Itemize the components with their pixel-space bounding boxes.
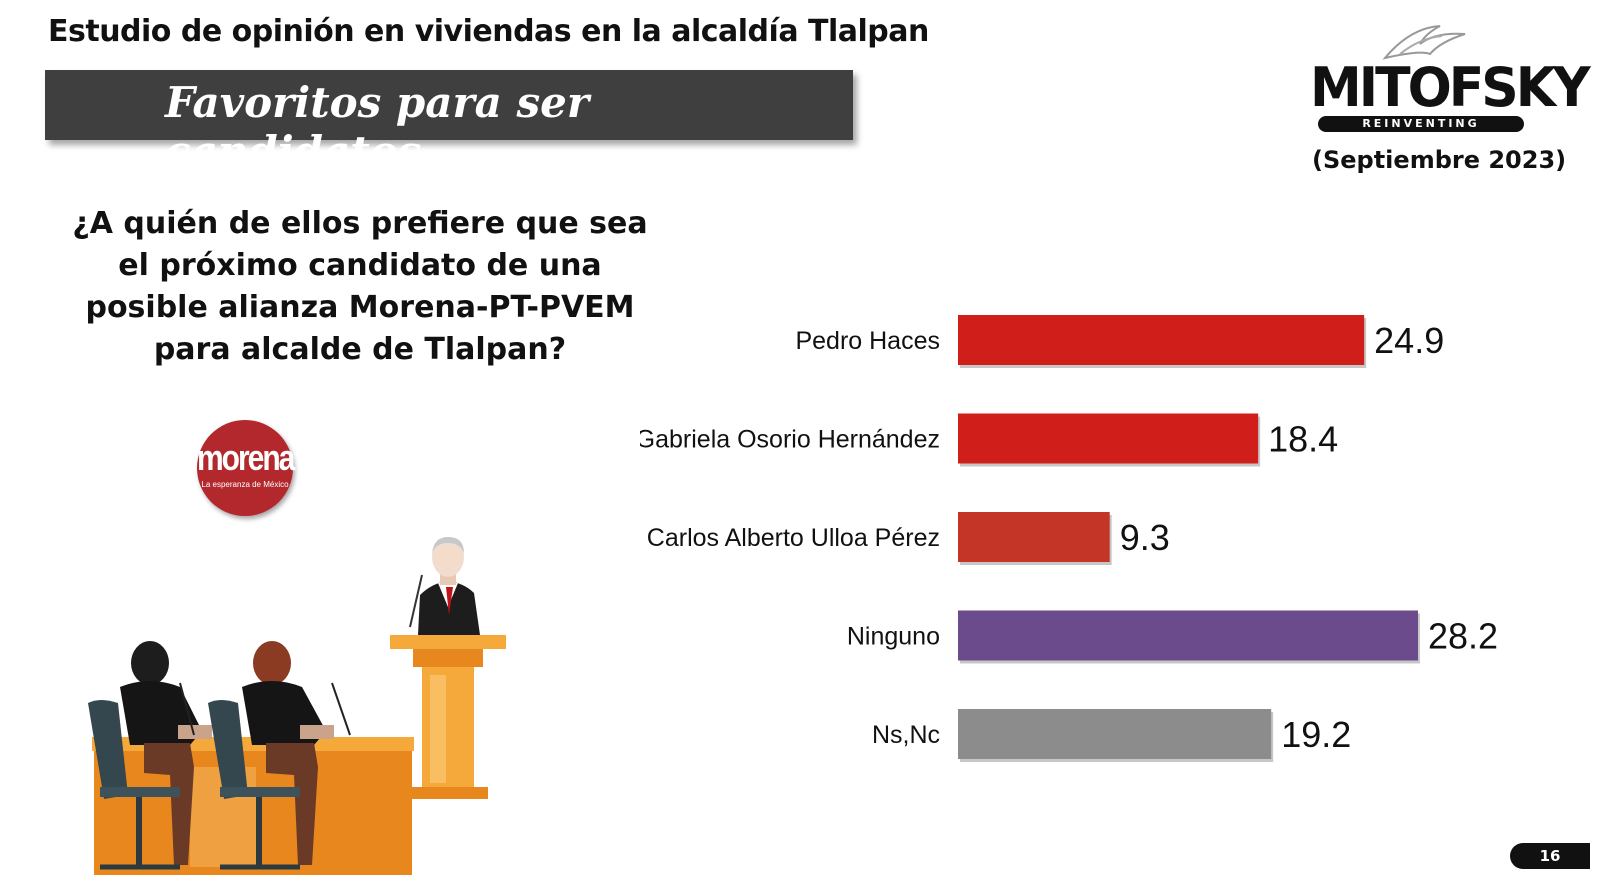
category-label: Gabriela Osorio Hernández xyxy=(640,426,940,454)
birds-icon xyxy=(1382,25,1466,60)
bar xyxy=(958,512,1110,562)
morena-wordmark: morena xyxy=(197,438,295,479)
bar xyxy=(958,315,1365,365)
data-label: 19.2 xyxy=(1281,714,1351,755)
banner-title: Favoritos para ser candidatos xyxy=(165,78,589,176)
data-label: 9.3 xyxy=(1120,517,1170,558)
debate-illustration xyxy=(88,537,506,875)
survey-title: Estudio de opinión en viviendas en la al… xyxy=(48,14,929,49)
bar xyxy=(958,709,1272,759)
category-label: Pedro Haces xyxy=(795,327,940,355)
mitofsky-logo: MITOFSKY REINVENTING RESEARCH xyxy=(1310,20,1591,146)
bar-chart: Pedro Haces 24.9 Gabriela Osorio Hernández… xyxy=(640,315,1498,762)
data-label: 28.2 xyxy=(1428,616,1498,657)
data-label: 18.4 xyxy=(1268,419,1338,460)
bar xyxy=(958,413,1259,464)
section-banner: Favoritos para ser candidatos xyxy=(45,70,853,176)
logo-tagline: REINVENTING RESEARCH xyxy=(1318,116,1524,146)
survey-question: ¿A quién de ellos prefiere que sea el pr… xyxy=(72,206,648,367)
category-label: Carlos Alberto Ulloa Pérez xyxy=(647,524,940,552)
logo-wordmark: MITOFSKY xyxy=(1310,56,1591,120)
category-label: Ninguno xyxy=(847,623,940,651)
morena-tagline: La esperanza de México xyxy=(201,480,289,489)
category-label: Ns,Nc xyxy=(872,721,940,749)
survey-date: (Septiembre 2023) xyxy=(1312,146,1567,174)
page-number: 16 xyxy=(1510,843,1590,869)
morena-logo: morena La esperanza de México xyxy=(197,420,295,516)
data-label: 24.9 xyxy=(1374,320,1444,361)
bar xyxy=(958,610,1418,661)
